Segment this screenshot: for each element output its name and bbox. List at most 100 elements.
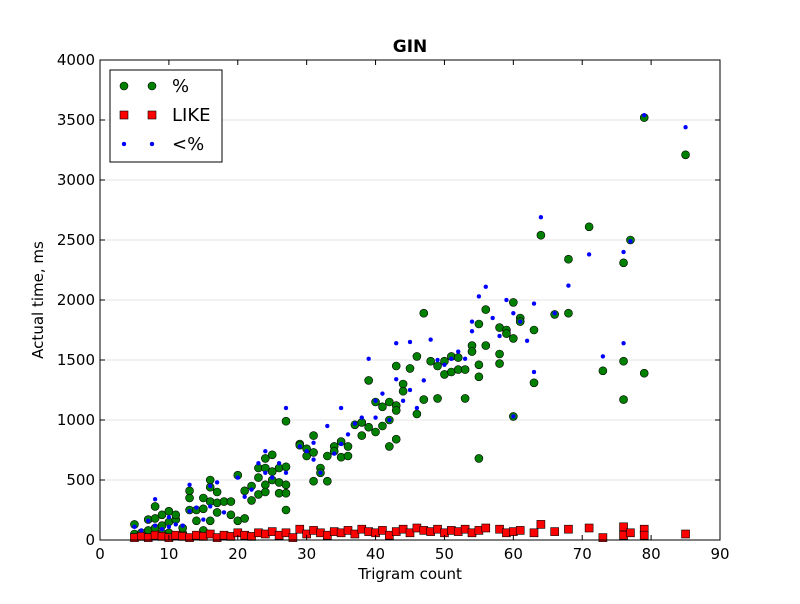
data-point bbox=[433, 361, 442, 371]
data-point bbox=[205, 475, 215, 485]
data-point bbox=[187, 509, 192, 514]
data-point bbox=[483, 284, 488, 289]
data-point bbox=[453, 353, 463, 362]
data-point bbox=[150, 514, 160, 523]
data-point bbox=[199, 504, 208, 514]
data-point bbox=[531, 301, 537, 306]
legend-marker bbox=[119, 110, 129, 120]
data-point bbox=[626, 528, 635, 538]
data-point bbox=[240, 486, 249, 496]
data-point bbox=[502, 329, 511, 338]
data-point bbox=[205, 516, 215, 526]
data-point bbox=[352, 421, 358, 426]
data-point bbox=[524, 338, 530, 343]
data-point bbox=[159, 527, 165, 532]
data-point bbox=[364, 376, 373, 385]
data-point bbox=[208, 483, 213, 489]
data-point bbox=[683, 124, 688, 130]
data-point bbox=[414, 405, 420, 411]
data-point bbox=[139, 528, 144, 533]
legend-marker bbox=[147, 81, 157, 91]
x-tick-label: 70 bbox=[573, 545, 592, 563]
data-point bbox=[180, 523, 185, 528]
data-point bbox=[185, 493, 194, 503]
data-point bbox=[619, 522, 628, 532]
data-point bbox=[621, 249, 626, 255]
data-point bbox=[373, 398, 378, 403]
data-point bbox=[380, 391, 385, 396]
data-point bbox=[288, 533, 298, 542]
data-point bbox=[276, 461, 282, 466]
data-point bbox=[212, 508, 222, 517]
data-point bbox=[221, 510, 227, 515]
data-point bbox=[639, 368, 649, 378]
data-point bbox=[474, 454, 484, 463]
data-point bbox=[240, 514, 249, 523]
data-point bbox=[628, 238, 633, 244]
data-point bbox=[283, 405, 289, 411]
data-point bbox=[412, 352, 422, 361]
x-tick-label: 40 bbox=[366, 545, 385, 563]
y-tick-label: 2000 bbox=[57, 291, 95, 309]
data-point bbox=[194, 505, 199, 510]
data-point bbox=[550, 527, 559, 536]
legend-item: <% bbox=[121, 134, 204, 155]
data-point bbox=[449, 356, 454, 361]
series-1 bbox=[130, 113, 690, 540]
x-tick-label: 20 bbox=[228, 545, 247, 563]
data-point bbox=[235, 475, 240, 480]
data-point bbox=[460, 394, 470, 403]
data-point bbox=[529, 378, 539, 388]
data-point bbox=[281, 528, 291, 538]
x-tick-label: 0 bbox=[95, 545, 105, 563]
data-point bbox=[378, 526, 387, 535]
data-point bbox=[371, 427, 380, 437]
data-point bbox=[357, 431, 367, 440]
data-point bbox=[481, 305, 491, 314]
legend-marker bbox=[149, 141, 155, 147]
data-point bbox=[132, 524, 137, 529]
data-point bbox=[469, 319, 475, 324]
data-point bbox=[281, 505, 291, 515]
data-point bbox=[497, 333, 502, 339]
data-point bbox=[242, 494, 247, 499]
data-point bbox=[152, 497, 158, 502]
data-point bbox=[385, 397, 394, 407]
data-point bbox=[263, 470, 268, 475]
data-point bbox=[391, 434, 401, 444]
x-tick-label: 30 bbox=[297, 545, 316, 563]
data-point bbox=[564, 254, 573, 264]
data-point bbox=[407, 339, 413, 345]
data-point bbox=[226, 497, 236, 506]
data-point bbox=[469, 329, 475, 334]
data-point bbox=[254, 473, 263, 482]
data-point bbox=[405, 364, 415, 373]
data-point bbox=[378, 421, 387, 431]
data-point bbox=[642, 112, 647, 118]
data-point bbox=[467, 347, 477, 356]
data-point bbox=[681, 529, 690, 539]
legend-label: LIKE bbox=[172, 105, 211, 126]
data-point bbox=[323, 451, 332, 461]
data-point bbox=[345, 432, 351, 437]
y-tick-label: 0 bbox=[85, 531, 95, 549]
data-point bbox=[373, 415, 378, 420]
data-point bbox=[619, 258, 628, 268]
data-point bbox=[261, 454, 270, 463]
data-point bbox=[281, 488, 291, 498]
data-point bbox=[364, 422, 373, 432]
data-point bbox=[226, 510, 236, 520]
data-point bbox=[529, 528, 539, 538]
data-point bbox=[536, 230, 546, 240]
x-tick-label: 10 bbox=[159, 545, 178, 563]
data-point bbox=[309, 431, 318, 440]
data-point bbox=[350, 529, 360, 539]
data-point bbox=[474, 319, 484, 329]
data-point bbox=[433, 394, 442, 403]
legend-marker bbox=[147, 110, 157, 120]
data-point bbox=[249, 487, 254, 492]
data-point bbox=[598, 533, 608, 542]
data-point bbox=[405, 528, 415, 538]
data-point bbox=[511, 311, 516, 316]
